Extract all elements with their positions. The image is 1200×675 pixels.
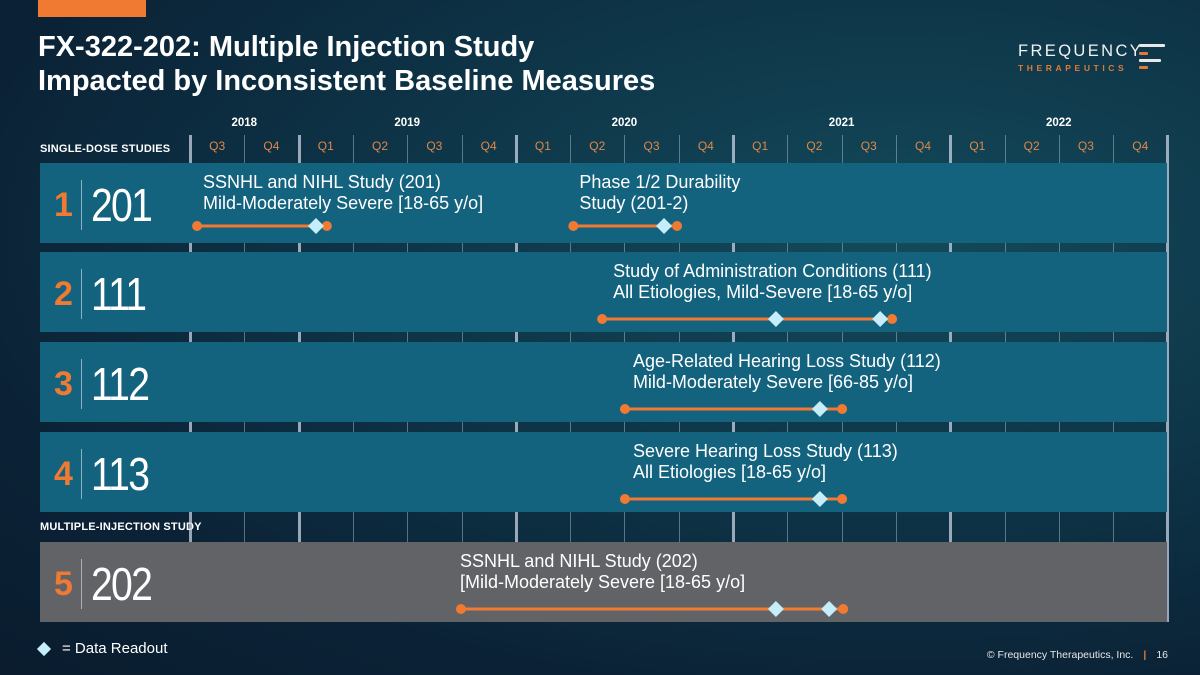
study-description-line: All Etiologies [18-65 y/o]: [632, 462, 827, 482]
title-line-2: Impacted by Inconsistent Baseline Measur…: [38, 65, 656, 97]
quarter-label: Q3: [643, 139, 660, 153]
quarter-label: Q3: [426, 139, 443, 153]
quarter-label: Q2: [806, 139, 823, 153]
year-label: 2021: [828, 117, 855, 129]
year-label: 2022: [1046, 117, 1072, 129]
row-divider: [81, 449, 82, 499]
quarter-label: Q4: [915, 139, 932, 153]
row-divider: [81, 559, 82, 609]
study-code: 111: [91, 268, 147, 320]
section-label-single-dose: SINGLE-DOSE STUDIES: [40, 143, 171, 155]
study-code: 201: [91, 179, 153, 231]
quarter-label: Q4: [697, 139, 714, 153]
study-description-line: All Etiologies, Mild-Severe [18-65 y/o]: [613, 282, 913, 302]
footer: © Frequency Therapeutics, Inc. | 16: [987, 649, 1168, 661]
row-identifier: 3 112: [54, 354, 158, 414]
study-code: 202: [91, 558, 153, 610]
legend: = Data Readout: [36, 640, 168, 657]
row-divider: [81, 359, 82, 409]
title-line-1: FX-322-202: Multiple Injection Study: [38, 31, 535, 63]
study-description: Phase 1/2 Durability Study (201-2): [579, 172, 740, 214]
quarter-label: Q3: [209, 139, 226, 153]
study-row-113: [40, 432, 1167, 512]
study-description-line: [Mild-Moderately Severe [18-65 y/o]: [459, 572, 746, 592]
row-number: 2: [54, 274, 73, 313]
study-description-line: SSNHL and NIHL Study (201): [203, 172, 441, 192]
study-description-line: Study of Administration Conditions (111): [613, 261, 932, 281]
study-row-201: [40, 163, 1167, 243]
study-code: 113: [91, 448, 150, 500]
study-description: SSNHL and NIHL Study (202) [Mild-Moderate…: [460, 551, 745, 593]
quarter-label: Q2: [372, 139, 389, 153]
study-description-line: Mild-Moderately Severe [18-65 y/o]: [203, 193, 484, 213]
study-description-line: Study (201-2): [579, 193, 689, 213]
quarter-label: Q1: [534, 139, 551, 153]
row-identifier: 1 201: [54, 175, 162, 235]
study-description-line: Severe Hearing Loss Study (113): [632, 441, 898, 461]
row-identifier: 4 113: [54, 444, 158, 504]
diamond-icon: [36, 641, 52, 656]
study-description-line: Age-Related Hearing Loss Study (112): [632, 351, 941, 371]
study-description: Severe Hearing Loss Study (113) All Etiol…: [633, 441, 898, 483]
year-label: 2018: [231, 117, 258, 129]
quarter-label: Q3: [860, 139, 877, 153]
quarter-label: Q1: [752, 139, 769, 153]
study-description-line: SSNHL and NIHL Study (202): [459, 551, 698, 571]
year-label: 2020: [611, 117, 638, 129]
row-identifier: 2 111: [54, 264, 155, 324]
study-description: Study of Administration Conditions (111)…: [613, 261, 932, 303]
quarter-label: Q4: [480, 139, 497, 153]
legend-label: = Data Readout: [62, 640, 168, 657]
row-number: 5: [54, 564, 73, 603]
study-row-112: [40, 342, 1167, 422]
row-number: 1: [54, 185, 73, 224]
quarter-label: Q2: [589, 139, 606, 153]
quarter-label: Q1: [317, 139, 334, 153]
page-title: FX-322-202: Multiple Injection Study Imp…: [38, 30, 655, 98]
section-label-multiple-injection: MULTIPLE-INJECTION STUDY: [40, 521, 202, 533]
logo-name: FREQUENCY: [1018, 42, 1144, 60]
accent-bar: [38, 0, 146, 17]
copyright: © Frequency Therapeutics, Inc.: [986, 649, 1134, 661]
study-description: SSNHL and NIHL Study (201) Mild-Moderatel…: [203, 172, 483, 214]
quarter-label: Q4: [1132, 139, 1149, 153]
quarter-label: Q2: [1023, 139, 1040, 153]
study-description-line: Phase 1/2 Durability: [579, 172, 741, 192]
row-number: 3: [54, 364, 73, 403]
year-label: 2019: [394, 117, 420, 129]
page-number: 16: [1156, 649, 1168, 661]
quarter-label: Q3: [1077, 139, 1094, 153]
study-code: 112: [91, 358, 150, 410]
year-gridline: [1166, 135, 1170, 622]
study-description: Age-Related Hearing Loss Study (112) Mild…: [633, 351, 941, 393]
footer-separator: |: [1143, 649, 1147, 661]
quarter-label: Q1: [969, 139, 986, 153]
row-number: 4: [54, 454, 73, 493]
logo-sub: THERAPEUTICS: [1018, 63, 1128, 73]
quarter-label: Q4: [263, 139, 280, 153]
row-divider: [81, 269, 82, 319]
row-identifier: 5 202: [54, 554, 162, 614]
study-description-line: Mild-Moderately Severe [66-85 y/o]: [632, 372, 914, 392]
company-logo: FREQUENCY THERAPEUTICS: [1018, 42, 1165, 73]
study-row-111: [40, 252, 1167, 332]
row-divider: [81, 180, 82, 230]
